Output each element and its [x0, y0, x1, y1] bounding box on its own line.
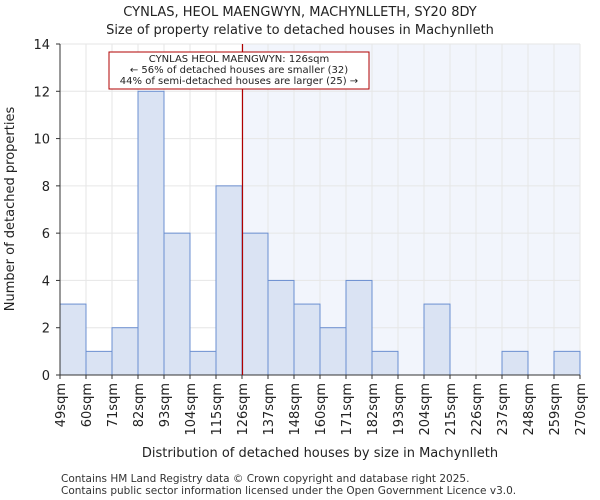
x-tick-label: 160sqm [314, 383, 329, 436]
annotation-line-1: CYNLAS HEOL MAENGWYN: 126sqm [149, 54, 329, 65]
y-tick-label: 4 [42, 274, 50, 289]
bar-93sqm [163, 232, 191, 376]
bar-49sqm [59, 303, 87, 376]
x-tick-label: 204sqm [418, 383, 433, 436]
y-tick-label: 8 [42, 180, 50, 195]
x-tick-label: 137sqm [262, 383, 277, 436]
bar-160sqm [319, 327, 347, 376]
x-tick-label: 270sqm [574, 383, 589, 436]
x-tick-label: 104sqm [184, 383, 199, 436]
bar-104sqm [189, 350, 217, 376]
bar-71sqm [111, 327, 139, 376]
x-tick-label: 115sqm [210, 383, 225, 436]
footer: Contains HM Land Registry data © Crown c… [61, 473, 516, 497]
chart-title: CYNLAS, HEOL MAENGWYN, MACHYNLLETH, SY20… [123, 5, 477, 20]
x-tick-label: 259sqm [548, 383, 563, 436]
chart-subtitle: Size of property relative to detached ho… [106, 23, 494, 38]
annotation-box: CYNLAS HEOL MAENGWYN: 126sqm ← 56% of de… [108, 51, 370, 90]
chart-title-block: CYNLAS, HEOL MAENGWYN, MACHYNLLETH, SY20… [0, 4, 600, 40]
bar-137sqm [267, 279, 295, 376]
x-tick-label: 237sqm [496, 383, 511, 436]
bar-148sqm [293, 303, 321, 376]
bar-171sqm [345, 279, 373, 376]
y-tick-label: 2 [42, 322, 50, 337]
x-tick-label: 49sqm [54, 383, 69, 427]
x-tick-label: 60sqm [80, 383, 95, 427]
bar-204sqm [423, 303, 451, 376]
bar-82sqm [137, 90, 165, 376]
annotation-border [108, 51, 370, 90]
x-tick-label: 182sqm [366, 383, 381, 436]
footer-line-1: Contains HM Land Registry data © Crown c… [61, 473, 470, 485]
x-tick-label: 126sqm [236, 383, 251, 436]
x-axis-label: Distribution of detached houses by size … [142, 446, 498, 461]
x-tick-label: 171sqm [340, 383, 355, 436]
x-tick-label: 215sqm [444, 383, 459, 436]
bar-115sqm [215, 185, 243, 376]
bar-60sqm [85, 350, 113, 376]
x-tick-label: 248sqm [522, 383, 537, 436]
x-tick-label: 193sqm [392, 383, 407, 436]
y-tick-label: 12 [33, 85, 50, 100]
y-axis-label: Number of detached properties [3, 107, 18, 312]
x-tick-label: 71sqm [106, 383, 121, 427]
y-tick-label: 14 [33, 38, 50, 53]
x-tick-label: 148sqm [288, 383, 303, 436]
x-tick-label: 82sqm [132, 383, 147, 427]
y-tick-label: 10 [33, 133, 50, 148]
bar-237sqm [501, 350, 529, 376]
bar-259sqm [553, 350, 581, 376]
bar-126sqm [241, 232, 269, 376]
y-tick-label: 6 [42, 227, 50, 242]
footer-line-2: Contains public sector information licen… [61, 485, 517, 497]
x-tick-label: 93sqm [158, 383, 173, 427]
annotation-line-3: 44% of semi-detached houses are larger (… [120, 76, 358, 87]
x-tick-label: 226sqm [470, 383, 485, 436]
bar-182sqm [371, 350, 399, 376]
y-tick-label: 0 [42, 369, 50, 384]
annotation-line-2: ← 56% of detached houses are smaller (32… [130, 65, 348, 76]
